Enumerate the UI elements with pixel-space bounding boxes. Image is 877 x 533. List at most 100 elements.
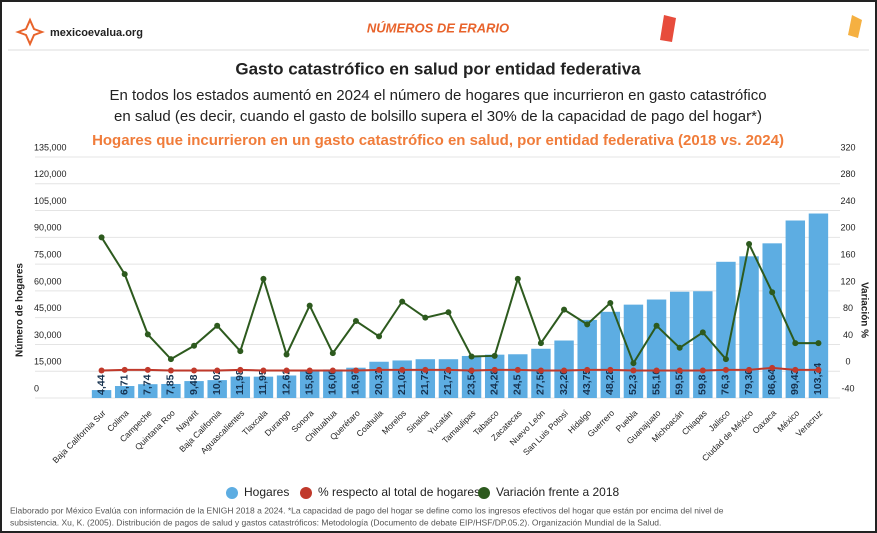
footnote: Elaborado por México Evalúa con informac…: [10, 505, 724, 515]
bar: [646, 299, 667, 398]
line-marker: [815, 366, 822, 373]
y2-tick-label: 240: [840, 196, 855, 206]
line-marker: [352, 367, 359, 374]
value-label: 21,73: [442, 369, 454, 395]
line-marker: [722, 366, 729, 373]
line-marker: [514, 275, 521, 282]
line-marker: [746, 366, 753, 373]
line-marker: [584, 366, 591, 373]
value-label: 76,3: [720, 374, 732, 395]
line-marker: [422, 366, 429, 373]
logo-icon: [15, 17, 45, 47]
value-label: 21,03: [396, 369, 408, 395]
value-label: 11,95: [257, 369, 269, 395]
line-marker: [445, 309, 452, 316]
y2-axis-label: Variación %: [858, 282, 869, 338]
line-marker: [630, 367, 637, 374]
line-marker: [167, 367, 174, 374]
line-marker: [191, 342, 198, 349]
bar: [346, 367, 366, 398]
line-marker: [144, 331, 151, 338]
bar: [323, 369, 343, 398]
line-marker: [329, 350, 336, 357]
legend-label: % respecto al total de hogares: [318, 485, 480, 499]
y-tick-label: 60,000: [34, 276, 62, 286]
line-marker: [214, 322, 221, 329]
line-marker: [815, 340, 822, 347]
line-marker: [584, 321, 591, 328]
y2-tick-label: 0: [845, 357, 850, 367]
value-label: 9,48: [188, 374, 200, 395]
line-marker: [491, 366, 498, 373]
value-label: 12,62: [280, 369, 292, 395]
line-marker: [329, 367, 336, 374]
legend-label: Hogares: [244, 485, 289, 499]
line-marker: [237, 366, 244, 373]
line-marker: [144, 366, 151, 373]
value-label: 20,31: [373, 369, 385, 395]
line-marker: [121, 366, 128, 373]
line-marker: [214, 367, 221, 374]
bar: [230, 376, 251, 398]
line-marker: [98, 234, 105, 241]
value-label: 7,74: [142, 374, 154, 395]
line-marker: [283, 367, 290, 374]
value-label: 86,64: [766, 369, 778, 395]
y-tick-label: 45,000: [34, 303, 62, 313]
line-marker: [630, 360, 637, 367]
chart-title: Hogares que incurrieron en un gasto cata…: [92, 132, 784, 149]
line-marker: [769, 364, 776, 371]
line-marker: [792, 340, 799, 347]
bar: [253, 376, 274, 398]
value-label: 79,36: [743, 369, 755, 395]
mascot-icon: [660, 15, 676, 42]
line-marker: [769, 289, 776, 296]
line-marker: [699, 367, 706, 374]
bar: [577, 319, 597, 398]
value-label: 4,44: [95, 374, 107, 395]
value-label: 59,8: [697, 374, 709, 395]
y-tick-label: 90,000: [34, 223, 62, 233]
subtitle: En todos los estados aumentó en 2024 el …: [109, 87, 766, 104]
bar: [161, 383, 181, 398]
line-marker: [537, 340, 544, 347]
line-marker: [283, 351, 290, 358]
line-marker: [399, 366, 406, 373]
bar: [508, 354, 528, 398]
bar: [299, 369, 320, 398]
y2-tick-label: -40: [841, 383, 854, 393]
value-label: 24,28: [488, 369, 500, 395]
subtitle: en salud (es decir, cuando el gasto de b…: [114, 108, 762, 125]
legend-swatch: [226, 487, 238, 499]
bar: [623, 304, 644, 398]
legend-label: Variación frente a 2018: [496, 485, 620, 499]
value-label: 23,54: [465, 369, 477, 395]
line-marker: [676, 367, 683, 374]
line-marker: [237, 348, 244, 355]
bar: [785, 220, 806, 398]
line-marker: [376, 333, 383, 340]
line-marker: [746, 241, 753, 248]
value-label: 21,73: [419, 369, 431, 395]
line-marker: [468, 367, 475, 374]
value-label: 59,53: [673, 369, 685, 395]
value-label: 10,02: [211, 369, 223, 395]
line-marker: [607, 299, 614, 306]
bar: [184, 381, 204, 398]
brand: NÚMEROS DE ERARIO: [367, 20, 509, 35]
y2-tick-label: 200: [840, 223, 855, 233]
value-label: 16,00: [327, 369, 339, 395]
line-marker: [422, 314, 429, 321]
bar: [207, 380, 227, 398]
y-tick-label: 105,000: [34, 196, 67, 206]
line-marker: [376, 366, 383, 373]
bar: [461, 355, 482, 398]
value-label: 24,5: [512, 374, 524, 395]
bar: [739, 256, 759, 398]
value-label: 55,16: [650, 369, 662, 395]
line-marker: [260, 275, 267, 282]
line: [101, 366, 819, 372]
line-marker: [260, 367, 267, 374]
